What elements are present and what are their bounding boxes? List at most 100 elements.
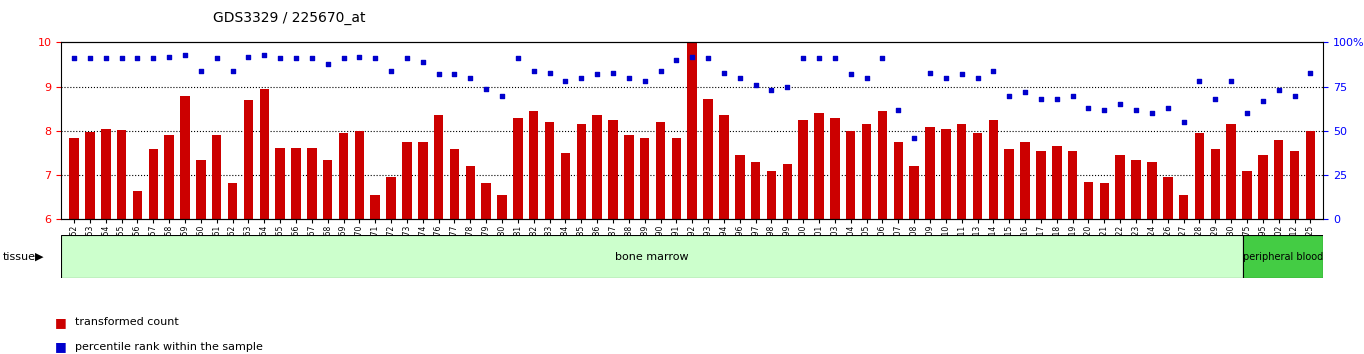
Bar [70,138,79,219]
Point [412,59,434,65]
Point [855,75,877,81]
Bar [608,120,618,219]
Bar [1258,155,1267,219]
Text: transformed count: transformed count [75,317,179,327]
Bar [910,166,919,219]
Bar [165,135,175,219]
Point [761,87,783,93]
FancyBboxPatch shape [61,235,1243,278]
Point [1188,79,1210,84]
FancyBboxPatch shape [1243,235,1323,278]
Point [951,72,973,77]
Point [666,57,687,63]
Bar [625,135,634,219]
Point [1221,79,1243,84]
Bar [735,155,745,219]
Point [1300,70,1322,75]
Point [1140,110,1162,116]
Bar [402,142,412,219]
Point [110,56,132,61]
Bar [1068,151,1078,219]
Point [1046,96,1068,102]
Point [316,61,338,67]
Bar [307,148,316,219]
Point [1061,93,1083,98]
Point [63,56,85,61]
Point [681,54,704,59]
Bar [386,177,396,219]
Point [903,135,925,141]
Point [728,75,750,81]
Point [1125,107,1147,113]
Point [649,68,671,74]
Point [888,107,910,113]
Bar [973,133,982,219]
Point [1030,96,1052,102]
Bar [228,183,237,219]
Bar [338,133,348,219]
Point [1267,87,1289,93]
Bar [211,135,221,219]
Bar [513,118,522,219]
Point [555,79,577,84]
Bar [417,142,427,219]
Bar [1037,151,1046,219]
Point [364,56,386,61]
Bar [180,96,190,219]
Point [222,68,244,74]
Point [237,54,259,59]
Bar [767,171,776,219]
Point [142,56,164,61]
Bar [750,162,760,219]
Bar [798,120,807,219]
Point [776,84,798,90]
Point [634,79,656,84]
Point [998,93,1020,98]
Point [1252,98,1274,104]
Text: ■: ■ [55,316,67,329]
Point [1236,110,1258,116]
Bar [1195,133,1204,219]
Bar [862,124,872,219]
Bar [1020,142,1030,219]
Point [570,75,592,81]
Point [79,56,101,61]
Point [396,56,417,61]
Point [190,68,211,74]
Bar [529,111,539,219]
Point [1204,96,1226,102]
Bar [1290,151,1300,219]
Point [745,82,767,88]
Bar [323,160,333,219]
Bar [465,166,475,219]
Point [539,70,561,75]
Point [1157,105,1178,111]
Point [1173,119,1195,125]
Text: bone marrow: bone marrow [615,252,689,262]
Bar [687,38,697,219]
Point [1078,105,1099,111]
Bar [1226,124,1236,219]
Bar [941,129,951,219]
Point [333,56,355,61]
Point [967,75,989,81]
Bar [1052,147,1061,219]
Bar [561,153,570,219]
Bar [244,100,254,219]
Point [1284,93,1305,98]
Point [522,68,544,74]
Bar [371,195,381,219]
Point [460,75,481,81]
Point [840,72,862,77]
Point [491,93,513,98]
Point [158,54,180,59]
Bar [577,124,587,219]
Bar [846,131,855,219]
Text: ▶: ▶ [35,252,44,262]
Bar [989,120,998,219]
Bar [1243,171,1252,219]
Point [475,86,496,91]
Bar [355,131,364,219]
Bar [656,122,666,219]
Point [982,68,1004,74]
